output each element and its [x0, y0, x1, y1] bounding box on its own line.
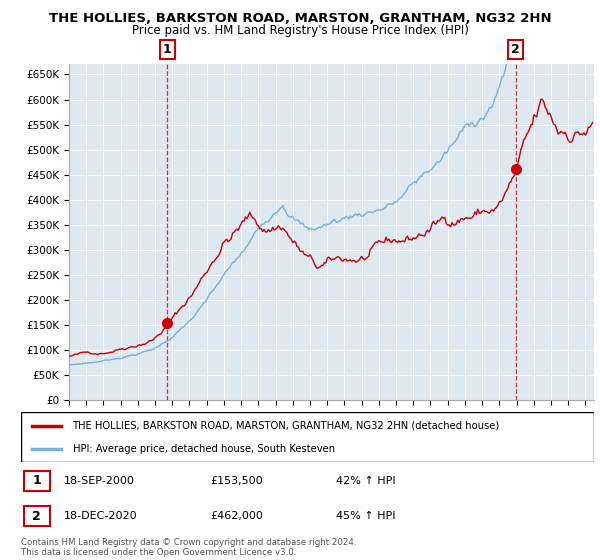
Text: 42% ↑ HPI: 42% ↑ HPI	[336, 475, 396, 486]
Text: 18-SEP-2000: 18-SEP-2000	[64, 475, 135, 486]
Text: Price paid vs. HM Land Registry's House Price Index (HPI): Price paid vs. HM Land Registry's House …	[131, 24, 469, 37]
Text: 2: 2	[511, 43, 520, 56]
Text: £462,000: £462,000	[210, 511, 263, 521]
Text: 45% ↑ HPI: 45% ↑ HPI	[336, 511, 395, 521]
Text: 1: 1	[32, 474, 41, 487]
Text: £153,500: £153,500	[210, 475, 263, 486]
Text: Contains HM Land Registry data © Crown copyright and database right 2024.
This d: Contains HM Land Registry data © Crown c…	[21, 538, 356, 557]
Text: THE HOLLIES, BARKSTON ROAD, MARSTON, GRANTHAM, NG32 2HN: THE HOLLIES, BARKSTON ROAD, MARSTON, GRA…	[49, 12, 551, 25]
Text: 1: 1	[163, 43, 172, 56]
Text: THE HOLLIES, BARKSTON ROAD, MARSTON, GRANTHAM, NG32 2HN (detached house): THE HOLLIES, BARKSTON ROAD, MARSTON, GRA…	[73, 421, 500, 431]
Text: 18-DEC-2020: 18-DEC-2020	[64, 511, 137, 521]
Text: 2: 2	[32, 510, 41, 523]
Bar	[24, 506, 50, 526]
Bar	[24, 470, 50, 491]
Text: HPI: Average price, detached house, South Kesteven: HPI: Average price, detached house, Sout…	[73, 445, 335, 454]
